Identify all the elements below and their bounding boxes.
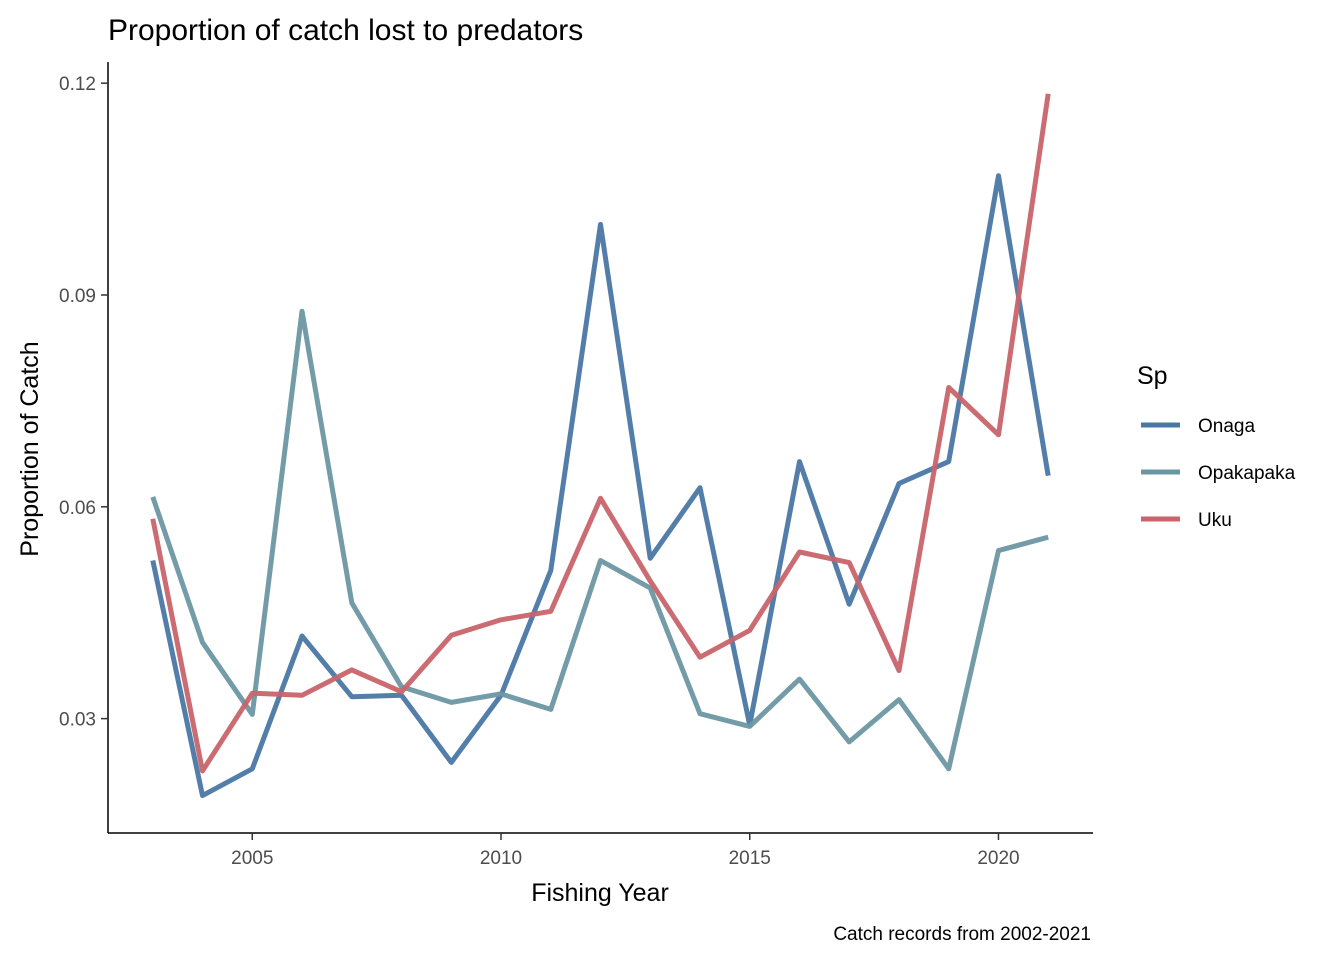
x-tick-label: 2015 [729, 848, 771, 869]
legend-label-opakapaka: Opakapaka [1198, 463, 1296, 484]
y-axis-title: Proportion of Catch [16, 341, 44, 556]
series-line-opakapaka [150, 308, 1049, 772]
chart-title: Proportion of catch lost to predators [108, 14, 583, 47]
legend-title: Sp [1137, 362, 1168, 390]
y-tick-label: 0.03 [59, 710, 96, 731]
legend: Sp Onaga Opakapaka Uku [1137, 362, 1296, 531]
series-line-uku [150, 93, 1051, 774]
legend-label-onaga: Onaga [1198, 416, 1255, 437]
x-tick-label: 2005 [231, 848, 273, 869]
y-tick-label: 0.06 [59, 498, 96, 519]
x-axis-ticks: 2005 2010 2015 2020 [231, 833, 1020, 869]
x-tick-label: 2020 [977, 848, 1019, 869]
plot-area [150, 93, 1051, 799]
legend-items: Onaga Opakapaka Uku [1141, 416, 1296, 531]
y-tick-label: 0.09 [59, 286, 96, 307]
x-tick-label: 2010 [480, 848, 522, 869]
legend-label-uku: Uku [1198, 510, 1232, 531]
caption: Catch records from 2002-2021 [833, 924, 1091, 945]
y-tick-label: 0.12 [59, 74, 96, 95]
y-axis-ticks: 0.03 0.06 0.09 0.12 [59, 74, 108, 731]
x-axis-title: Fishing Year [531, 879, 669, 907]
series-line-onaga [150, 173, 1051, 799]
